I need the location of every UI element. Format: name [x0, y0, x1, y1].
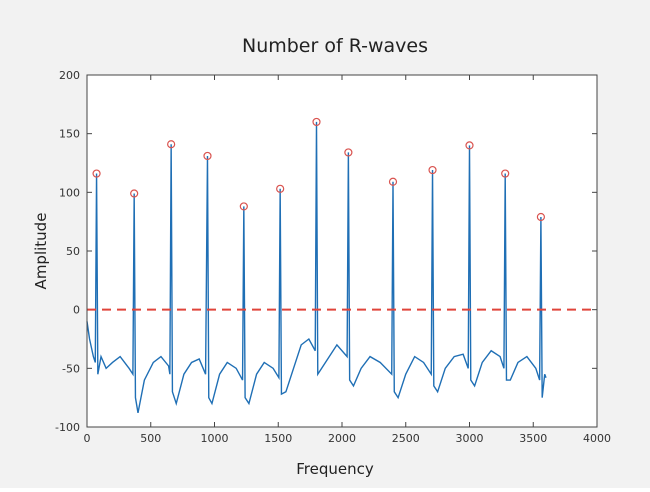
peak-marker [344, 148, 353, 157]
peak-marker [276, 184, 285, 193]
peak-marker [312, 117, 321, 127]
peak-marker [239, 202, 248, 211]
y-tick-label: 150 [59, 128, 80, 141]
y-tick-label: 200 [59, 69, 80, 82]
x-tick-label: 1500 [264, 432, 292, 445]
signal-line [86, 121, 547, 414]
x-tick-label: 3000 [456, 432, 484, 445]
peak-marker [203, 151, 212, 161]
x-tick-label: 4000 [583, 432, 611, 445]
peak-marker [536, 212, 546, 222]
peak-marker [92, 169, 101, 178]
y-tick-label: 50 [66, 245, 80, 258]
peak-marker [130, 189, 139, 198]
y-tick-label: -50 [62, 362, 80, 375]
x-tick-label: 1000 [201, 432, 229, 445]
y-tick-label: 0 [73, 304, 80, 317]
x-tick-label: 3500 [519, 432, 547, 445]
plot-frame [86, 74, 598, 428]
peak-marker [428, 165, 437, 175]
peak-marker [501, 169, 510, 178]
chart-title: Number of R-waves [242, 35, 428, 57]
x-tick-label: 0 [84, 432, 91, 445]
peak-marker [388, 177, 398, 186]
x-tick-label: 500 [140, 432, 161, 445]
y-axis-label: Amplitude [32, 213, 50, 290]
peak-marker [465, 141, 474, 150]
plot-area [87, 75, 597, 427]
y-tick-label: 100 [59, 186, 80, 199]
x-tick-label: 2500 [392, 432, 420, 445]
x-axis-label: Frequency [296, 460, 374, 478]
y-tick-label: -100 [55, 421, 80, 434]
x-tick-label: 2000 [328, 432, 356, 445]
peak-marker [167, 140, 176, 149]
